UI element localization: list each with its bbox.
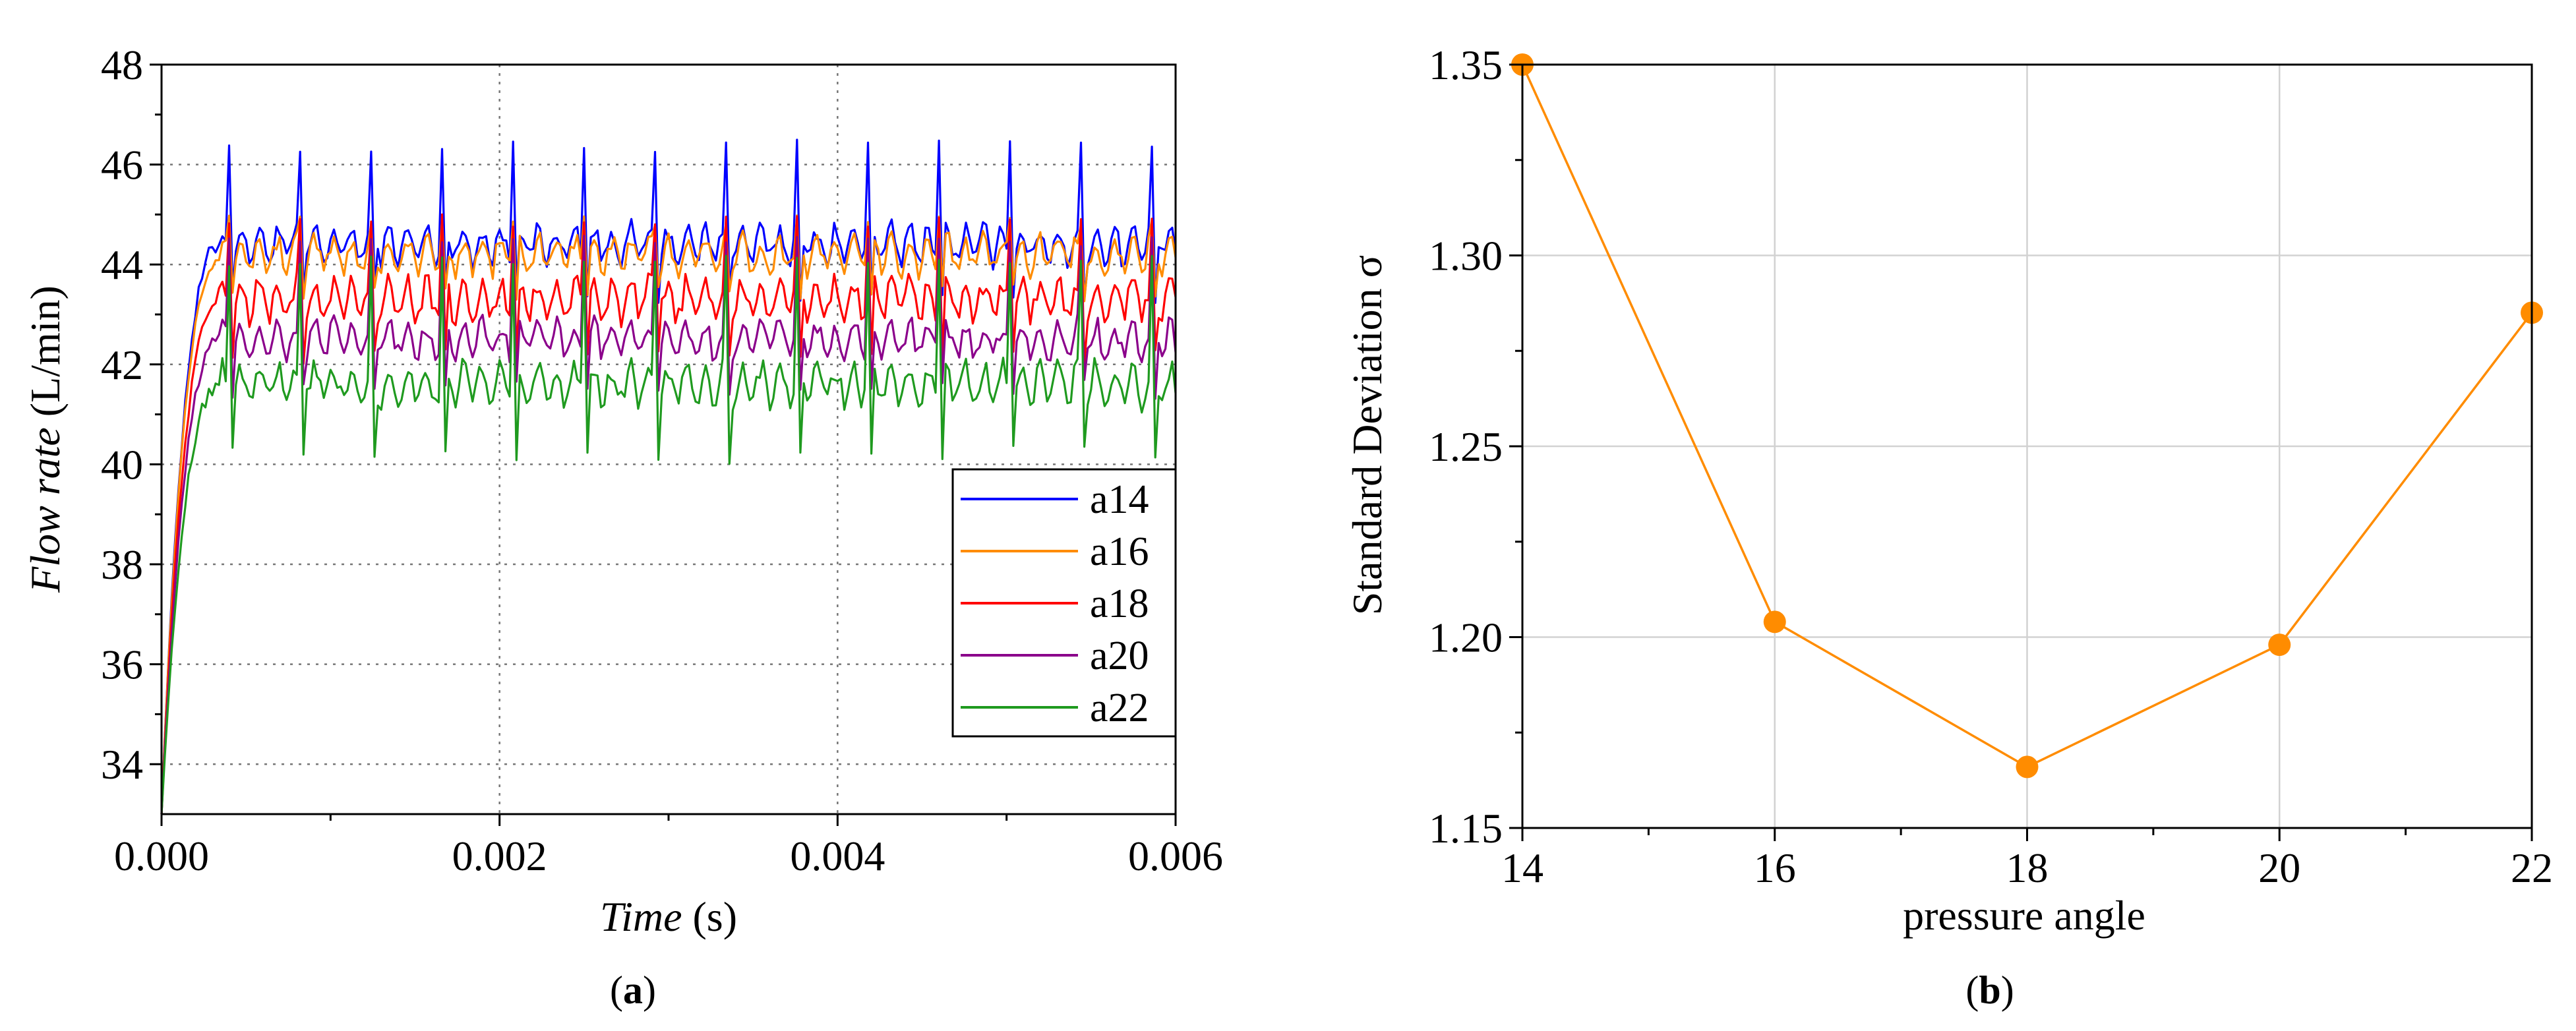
flow-rate-y-axis-title: Flow rate (L/min) [22, 285, 69, 593]
legend-label-a22: a22 [1090, 686, 1149, 730]
y-tick-label: 34 [101, 741, 143, 788]
std-deviation-point [1763, 610, 1786, 633]
y-tick-label: 48 [101, 42, 143, 88]
x-tick-label: 22 [2511, 844, 2553, 891]
x-tick-label: 14 [1501, 844, 1543, 891]
y-tick-label: 1.20 [1429, 614, 1503, 661]
y-tick-label: 1.15 [1429, 805, 1503, 852]
y-tick-label: 42 [101, 341, 143, 388]
std-deviation-y-axis-title: Standard Deviation σ [1344, 255, 1391, 615]
series-line-a16 [160, 214, 1177, 815]
flow-rate-chart: 0.000 0.002 0.004 0.006 34 36 38 40 42 44 46 48 a14… [22, 42, 1223, 1012]
series-line-a20 [160, 235, 1177, 815]
y-tick-label: 1.35 [1429, 42, 1503, 88]
x-tick-label: 18 [2006, 844, 2049, 891]
flow-rate-series-lines [160, 138, 1177, 815]
x-tick-label: 0.006 [1128, 833, 1223, 879]
y-tick-label: 40 [101, 441, 143, 488]
legend-label-a14: a14 [1090, 477, 1149, 522]
panel-b-caption: (b) [1965, 968, 2014, 1012]
flow-rate-x-axis-title: Time (s) [600, 893, 737, 940]
legend-label-a16: a16 [1090, 529, 1149, 574]
std-deviation-ticks: 14 16 18 20 22 1.15 1.20 1.25 1.30 1.35 [1429, 42, 2553, 891]
flow-rate-ticks: 0.000 0.002 0.004 0.006 34 36 38 40 42 44 46 48 [101, 42, 1223, 879]
x-tick-label: 16 [1754, 844, 1796, 891]
std-deviation-grid [1522, 65, 2532, 828]
y-tick-label: 1.30 [1429, 233, 1503, 280]
flow-rate-grid [162, 65, 1176, 814]
legend-label-a20: a20 [1090, 633, 1149, 678]
y-tick-label: 44 [101, 241, 143, 288]
std-deviation-point [2268, 633, 2291, 657]
x-tick-label: 0.000 [114, 833, 209, 879]
y-tick-label: 36 [101, 641, 143, 688]
legend-label-a18: a18 [1090, 581, 1149, 626]
y-tick-label: 1.25 [1429, 423, 1503, 470]
y-tick-label: 38 [101, 541, 143, 588]
y-tick-label: 46 [101, 142, 143, 189]
std-deviation-x-axis-title: pressure angle [1903, 892, 2145, 939]
x-tick-label: 20 [2258, 844, 2300, 891]
std-deviation-chart: 14 16 18 20 22 1.15 1.20 1.25 1.30 1.35 pressure … [1344, 42, 2553, 1012]
series-line-a22 [160, 254, 1177, 815]
series-line-a18 [160, 213, 1177, 815]
flow-rate-legend: a14 a16 a18 a20 a22 [951, 468, 1177, 738]
x-tick-label: 0.002 [452, 833, 547, 879]
panel-a-caption: (a) [610, 968, 656, 1012]
x-tick-label: 0.004 [790, 833, 885, 879]
std-deviation-point [2016, 755, 2039, 779]
